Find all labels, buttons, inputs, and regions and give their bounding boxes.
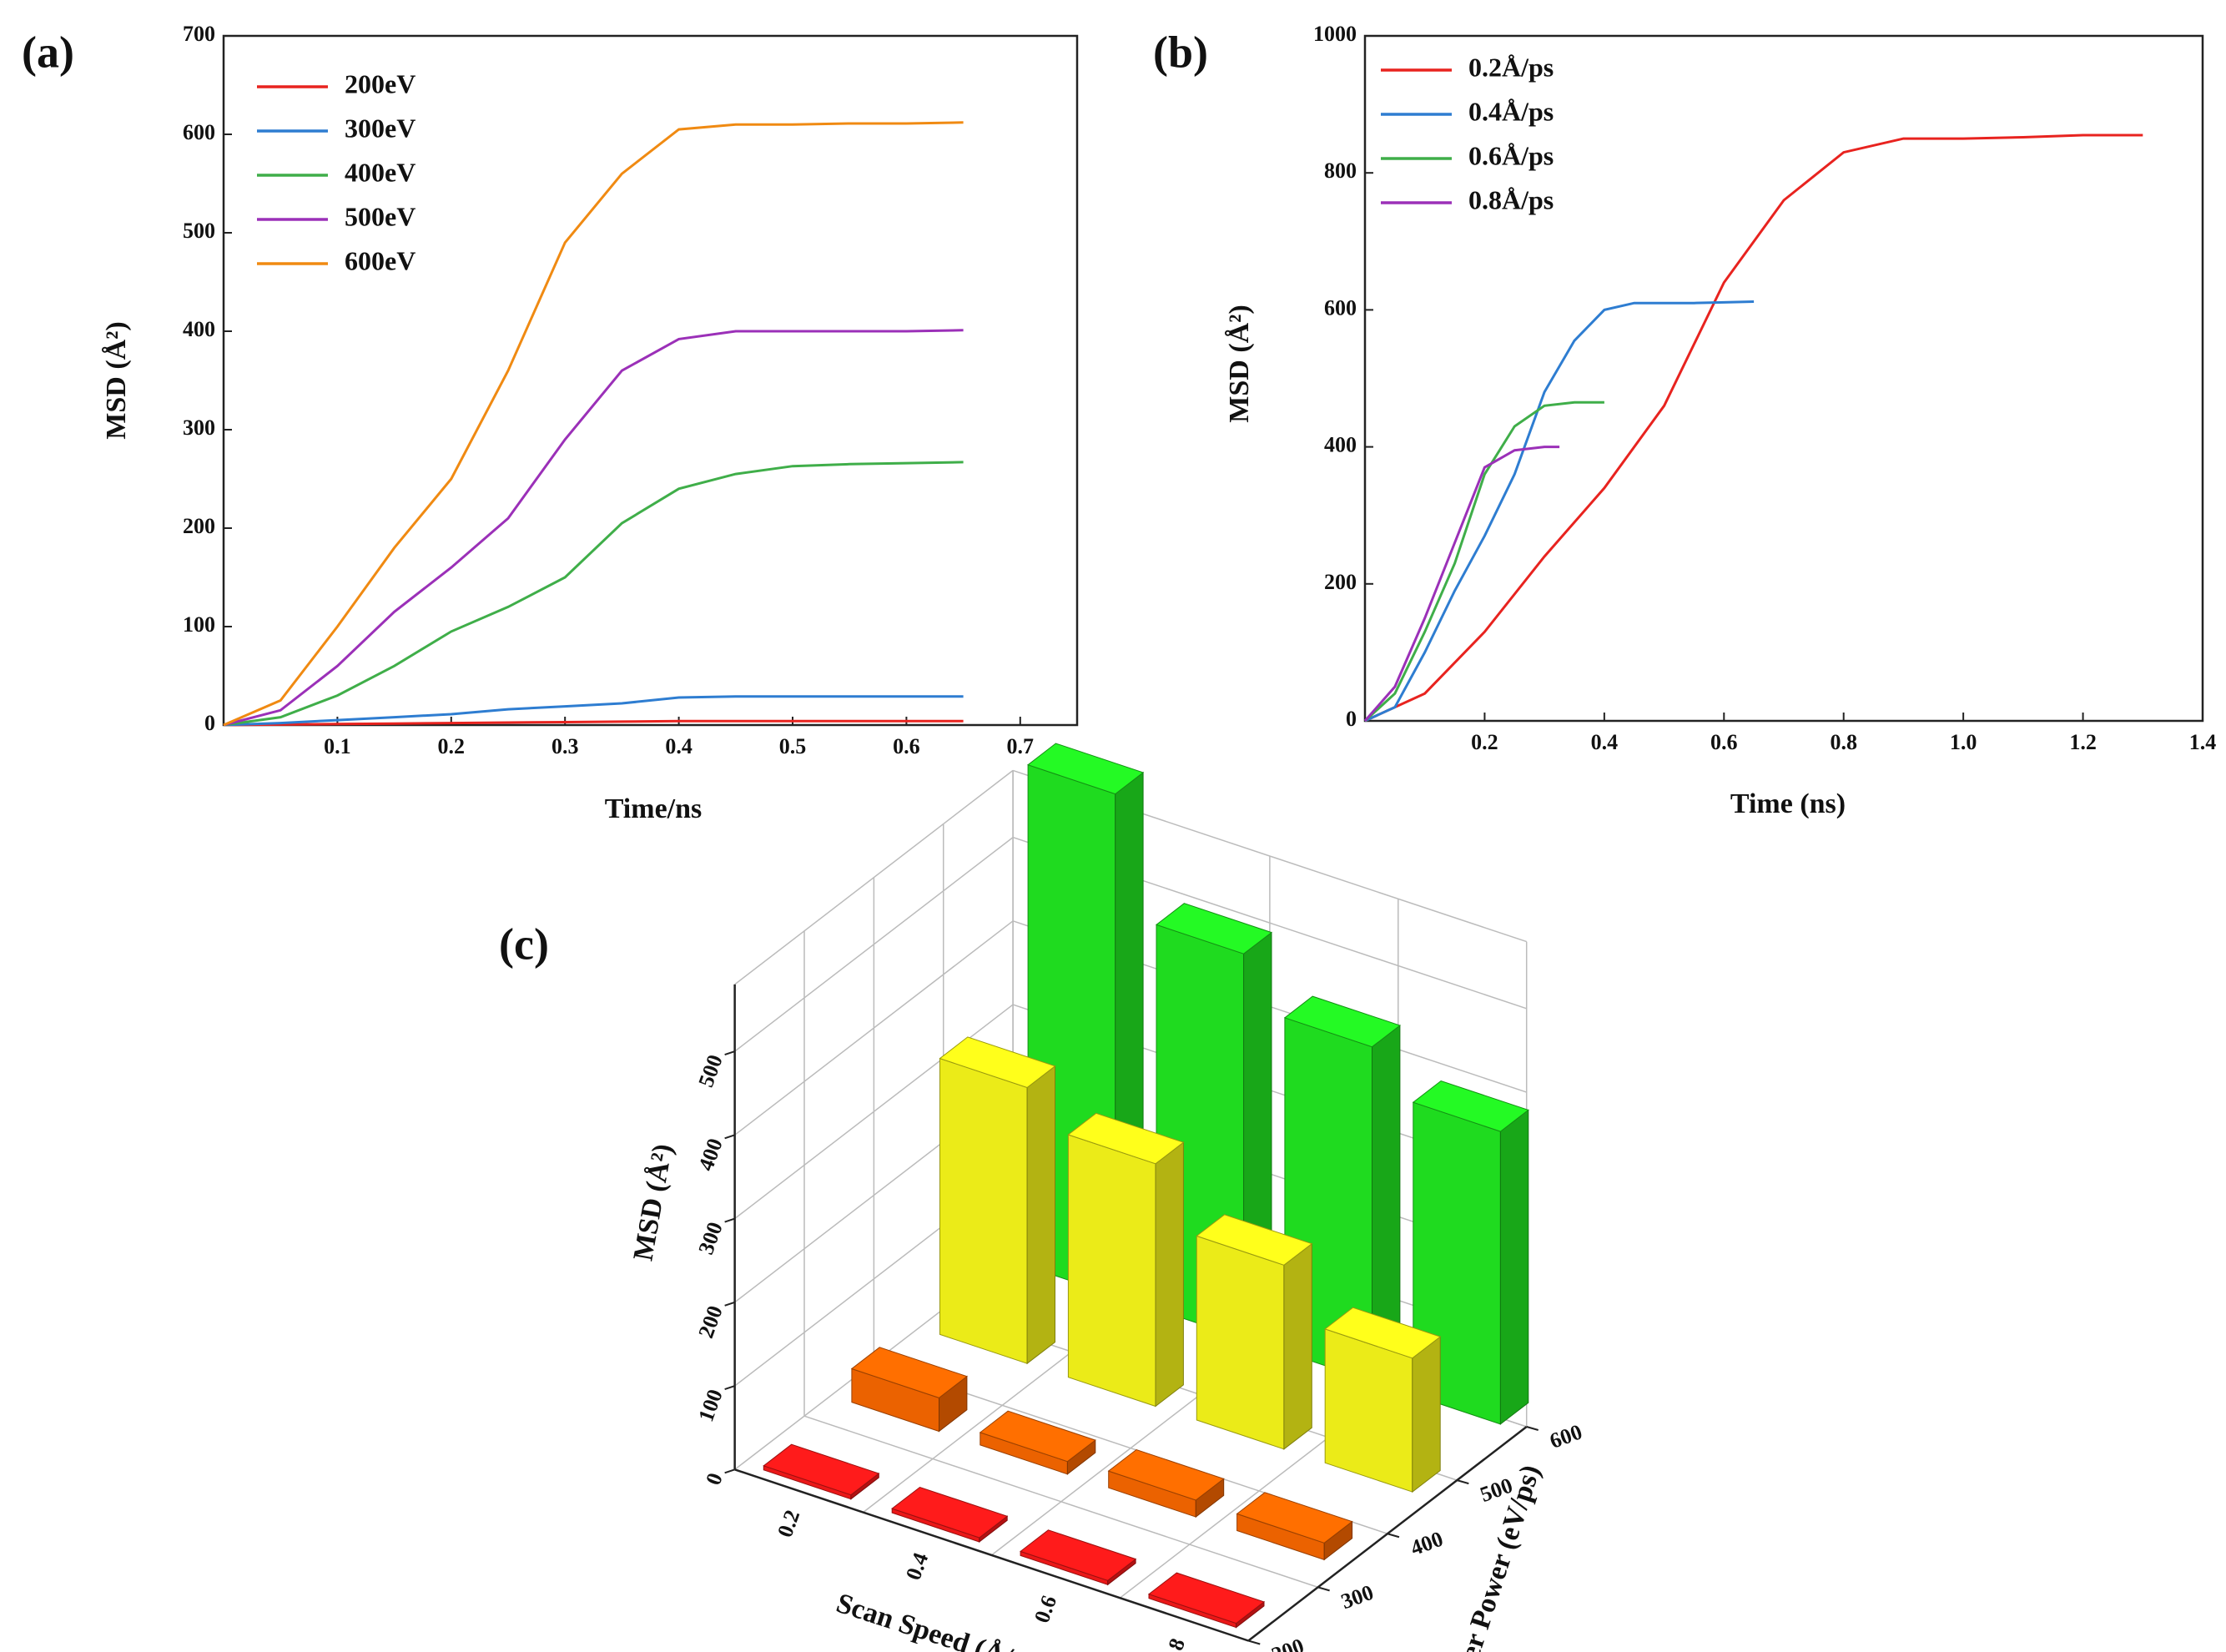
line-series bbox=[223, 121, 964, 727]
x-tick-label: 0.7 bbox=[1007, 734, 1035, 758]
bar-top bbox=[1283, 995, 1401, 1048]
y-tick-label: 400 bbox=[183, 317, 215, 341]
legend-label: 300eV bbox=[345, 113, 415, 143]
plot-frame bbox=[1363, 34, 2204, 723]
bar-front bbox=[1196, 1235, 1285, 1450]
line-series bbox=[223, 695, 964, 727]
bar-top bbox=[1236, 1492, 1353, 1544]
panel-label: (c) bbox=[499, 919, 549, 969]
y-axis-label: MSD (Å²) bbox=[101, 321, 132, 439]
bar-top bbox=[1067, 1112, 1185, 1165]
y-tick-label: 400 bbox=[1324, 433, 1357, 457]
y-tick-label: 1000 bbox=[1313, 22, 1357, 46]
bar-top bbox=[891, 1486, 1009, 1539]
bar-top bbox=[1324, 1307, 1442, 1359]
bar-side bbox=[1155, 1141, 1184, 1408]
line-series bbox=[223, 329, 964, 727]
x-tick-label: 0.4 bbox=[665, 734, 692, 758]
line-series bbox=[1364, 300, 1755, 723]
bar-top bbox=[1027, 743, 1145, 795]
y-tick-label: 500 bbox=[183, 219, 215, 243]
floor-grid bbox=[803, 1415, 1318, 1589]
line-series bbox=[1363, 446, 1560, 722]
bar-front bbox=[939, 1057, 1028, 1364]
line-series bbox=[223, 719, 964, 727]
y-axis-label: MSD (Å²) bbox=[1224, 305, 1255, 422]
bar-top bbox=[1412, 1080, 1529, 1132]
bar-side bbox=[1499, 1109, 1529, 1425]
bar-side bbox=[1412, 1336, 1441, 1493]
axis-line bbox=[734, 1468, 1249, 1642]
x-tick-label: 0.1 bbox=[324, 734, 351, 758]
y-tick bbox=[1526, 1426, 1539, 1431]
plot-frame bbox=[222, 34, 1079, 727]
z-tick bbox=[724, 1301, 735, 1307]
z-tick bbox=[724, 1134, 735, 1140]
bar-top bbox=[1020, 1529, 1137, 1581]
y-tick-label: 200 bbox=[183, 514, 215, 538]
legend-label: 500eV bbox=[345, 201, 415, 231]
panel-label: (b) bbox=[1153, 27, 1208, 77]
x-axis-label: Time (ns) bbox=[1730, 788, 1846, 819]
y-tick-label: 200 bbox=[1324, 570, 1357, 594]
legend-label: 0.8Å/ps bbox=[1468, 184, 1554, 214]
bar-top bbox=[1155, 903, 1273, 954]
y-tick-label: 600 bbox=[183, 120, 215, 144]
bar-front bbox=[1067, 1134, 1156, 1408]
x-tick-label: 0.3 bbox=[551, 734, 579, 758]
legend-label: 0.2Å/ps bbox=[1468, 52, 1554, 82]
y-tick bbox=[1457, 1479, 1469, 1485]
x-tick-label: 0.8 bbox=[1830, 730, 1857, 754]
bar-side bbox=[1026, 1065, 1055, 1365]
x-tick-label: 0.4 bbox=[1591, 730, 1619, 754]
bar-top bbox=[1147, 1572, 1266, 1624]
y-tick-label: 0 bbox=[1346, 707, 1357, 731]
bar-side bbox=[1283, 1242, 1312, 1450]
z-tick bbox=[724, 1217, 735, 1223]
legend-label: 600eV bbox=[345, 245, 415, 275]
y-tick-label: 600 bbox=[1324, 295, 1357, 320]
x-tick-label: 0.6 bbox=[1710, 730, 1738, 754]
bar-top bbox=[850, 1347, 968, 1398]
z-tick bbox=[724, 1468, 735, 1474]
legend-label: 400eV bbox=[345, 157, 415, 187]
bar-top bbox=[763, 1443, 880, 1496]
bar-top bbox=[979, 1410, 1096, 1463]
y-tick-label: 100 bbox=[183, 612, 215, 637]
z-tick bbox=[724, 1050, 735, 1056]
y-tick-label: 0 bbox=[204, 711, 215, 735]
line-series bbox=[1364, 133, 2143, 723]
bar-top bbox=[1107, 1448, 1225, 1501]
x-tick-label: 1.0 bbox=[1950, 730, 1977, 754]
y-tick-label: 700 bbox=[183, 22, 215, 46]
y-tick-label: 300 bbox=[183, 416, 215, 440]
panel-label: (a) bbox=[22, 27, 74, 77]
x-tick-label: 0.2 bbox=[438, 734, 466, 758]
line-series bbox=[223, 461, 964, 727]
x-tick-label: 0.5 bbox=[779, 734, 807, 758]
y-tick bbox=[1317, 1586, 1330, 1592]
x-tick-label: 0.2 bbox=[1471, 730, 1498, 754]
y-tick bbox=[1247, 1639, 1261, 1645]
x-axis-label: Time/ns bbox=[605, 793, 703, 824]
bar-top bbox=[1196, 1214, 1313, 1266]
x-tick-label: 1.2 bbox=[2069, 730, 2097, 754]
y-tick bbox=[1387, 1533, 1400, 1539]
legend-label: 0.4Å/ps bbox=[1468, 96, 1554, 126]
z-tick bbox=[724, 1385, 735, 1391]
legend-label: 200eV bbox=[345, 68, 415, 98]
y-tick-label: 800 bbox=[1324, 159, 1357, 183]
bar-top bbox=[939, 1036, 1056, 1089]
line-series bbox=[1363, 400, 1604, 723]
x-tick-label: 1.4 bbox=[2189, 730, 2217, 754]
x-tick-label: 0.6 bbox=[893, 734, 920, 758]
legend-label: 0.6Å/ps bbox=[1468, 140, 1554, 170]
